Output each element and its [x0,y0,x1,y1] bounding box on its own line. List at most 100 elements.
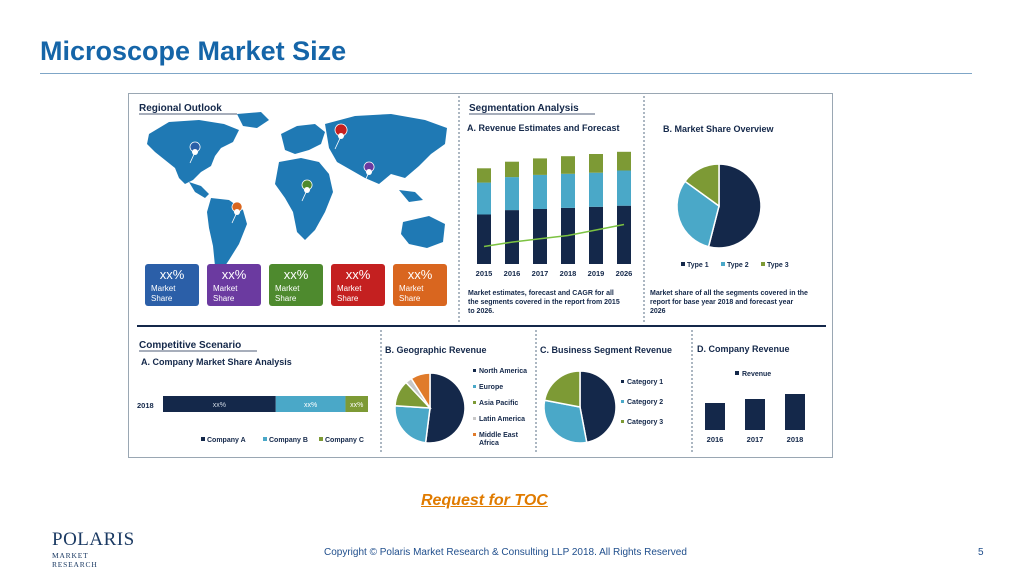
geographic-legend-label: Africa [479,440,499,447]
map-markers [189,123,375,224]
market-share-legend: Type 1 Type 2 Type 3 [681,262,789,269]
company-revenue-legend-label: Revenue [742,371,771,378]
revenue-bar-segment [589,154,603,173]
company-revenue-year-label: 2016 [707,435,724,444]
legend-swatch [681,262,685,266]
logo-main-text: POLARIS [52,529,135,550]
geographic-slice [410,372,431,411]
regional-card-label: Share [337,294,359,303]
revenue-bar-segment [617,151,631,171]
legend-swatch [201,437,205,441]
revenue-year-label: 2016 [504,269,521,278]
market-share-slice [676,180,720,248]
company-bar-segment [275,396,346,412]
market-share-caption-line: Market share of all the segments covered… [650,290,808,297]
revenue-bar-segment [505,161,519,178]
regional-card-bg [145,264,199,306]
revenue-bar-segment [617,205,631,264]
company-revenue-bar [705,403,725,430]
revenue-caption-line: Market estimates, forecast and CAGR for … [468,290,614,297]
company-bar-label: xx% [213,402,226,409]
company-revenue-year-label: 2017 [747,435,764,444]
copyright-text: Copyright © Polaris Market Research & Co… [324,547,687,558]
legend-swatch [621,420,624,423]
page-title: Microscope Market Size [40,36,347,66]
revenue-caption-line: to 2026. [468,308,494,315]
company-bar-segment [345,396,368,412]
geographic-legend-label: Latin America [479,416,525,423]
company-revenue-bar [745,399,765,430]
continent-greenland [237,112,269,128]
continent-indonesia [399,190,423,202]
legend-swatch [473,433,476,436]
regional-card-label: Market [399,284,424,293]
market-share-legend-label: Type 2 [727,262,749,269]
revenue-caption-line: the segments covered in the report from … [468,299,620,306]
legend-swatch [621,380,624,383]
regional-share-cards: xx%MarketSharexx%MarketSharexx%MarketSha… [145,264,447,306]
legend-swatch [473,417,476,420]
revenue-bar-segment [561,156,575,174]
regional-card-bg [207,264,261,306]
request-toc-link[interactable]: Request for TOC [421,492,548,509]
continent-africa [275,158,333,240]
revenue-forecast-chart: 2015 2016 2017 2018 2019 2026 [476,151,632,278]
regional-card-label: Share [275,294,297,303]
company-revenue-heading: D. Company Revenue [697,344,790,354]
infographic-canvas: Regional Outlook [137,96,826,452]
regional-card-label: Share [213,294,235,303]
company-legend-label: Company B [269,437,308,444]
business-segment-legend: Category 1 Category 2 Category 3 [621,379,663,426]
business-segment-slice [543,370,581,408]
logo-sub-text: MARKET RESEARCH [52,551,98,569]
company-revenue-bar [785,394,805,430]
polaris-logo: POLARIS MARKET RESEARCH [52,529,135,569]
legend-swatch [735,371,739,375]
company-share-heading: A. Company Market Share Analysis [141,357,292,367]
continent-asia [325,114,447,184]
market-share-slice [683,163,720,208]
continent-central-america [189,182,209,198]
revenue-forecast-caption: Market estimates, forecast and CAGR for … [468,290,620,315]
business-segment-legend-label: Category 1 [627,379,663,386]
continent-europe [281,124,325,154]
market-share-legend-label: Type 1 [687,262,709,269]
revenue-bar-segment [561,173,575,208]
revenue-bar-segment [589,206,603,264]
regional-card-label: Market [337,284,362,293]
company-bar-segment [163,396,276,412]
regional-card-label: Market [213,284,238,293]
geographic-heading: B. Geographic Revenue [385,345,487,355]
geographic-slice [394,405,431,444]
regional-card-value: xx% [222,267,247,282]
revenue-bar-segment [617,170,631,206]
geographic-slice [424,372,466,444]
revenue-year-label: 2015 [476,269,493,278]
marker-africa [301,179,313,202]
legend-swatch [263,437,267,441]
business-segment-slice [579,370,617,444]
regional-card-value: xx% [408,267,433,282]
regional-card-label: Market [275,284,300,293]
market-share-slice [707,163,762,249]
company-share-bar: 2018 xx% xx% xx% [137,396,368,412]
regional-heading: Regional Outlook [139,103,222,114]
marker-south-america [231,201,243,224]
legend-swatch [473,401,476,404]
regional-card-label: Market [151,284,176,293]
legend-swatch [319,437,323,441]
revenue-bar-segment [533,209,547,264]
company-legend-label: Company C [325,437,364,444]
legend-swatch [621,400,624,403]
regional-card-value: xx% [160,267,185,282]
business-segment-slice [543,399,588,444]
company-bar-label: xx% [304,402,317,409]
company-revenue-year-label: 2018 [787,435,804,444]
regional-card-label: Share [399,294,421,303]
geographic-legend-label: North America [479,368,527,375]
legend-swatch [721,262,725,266]
